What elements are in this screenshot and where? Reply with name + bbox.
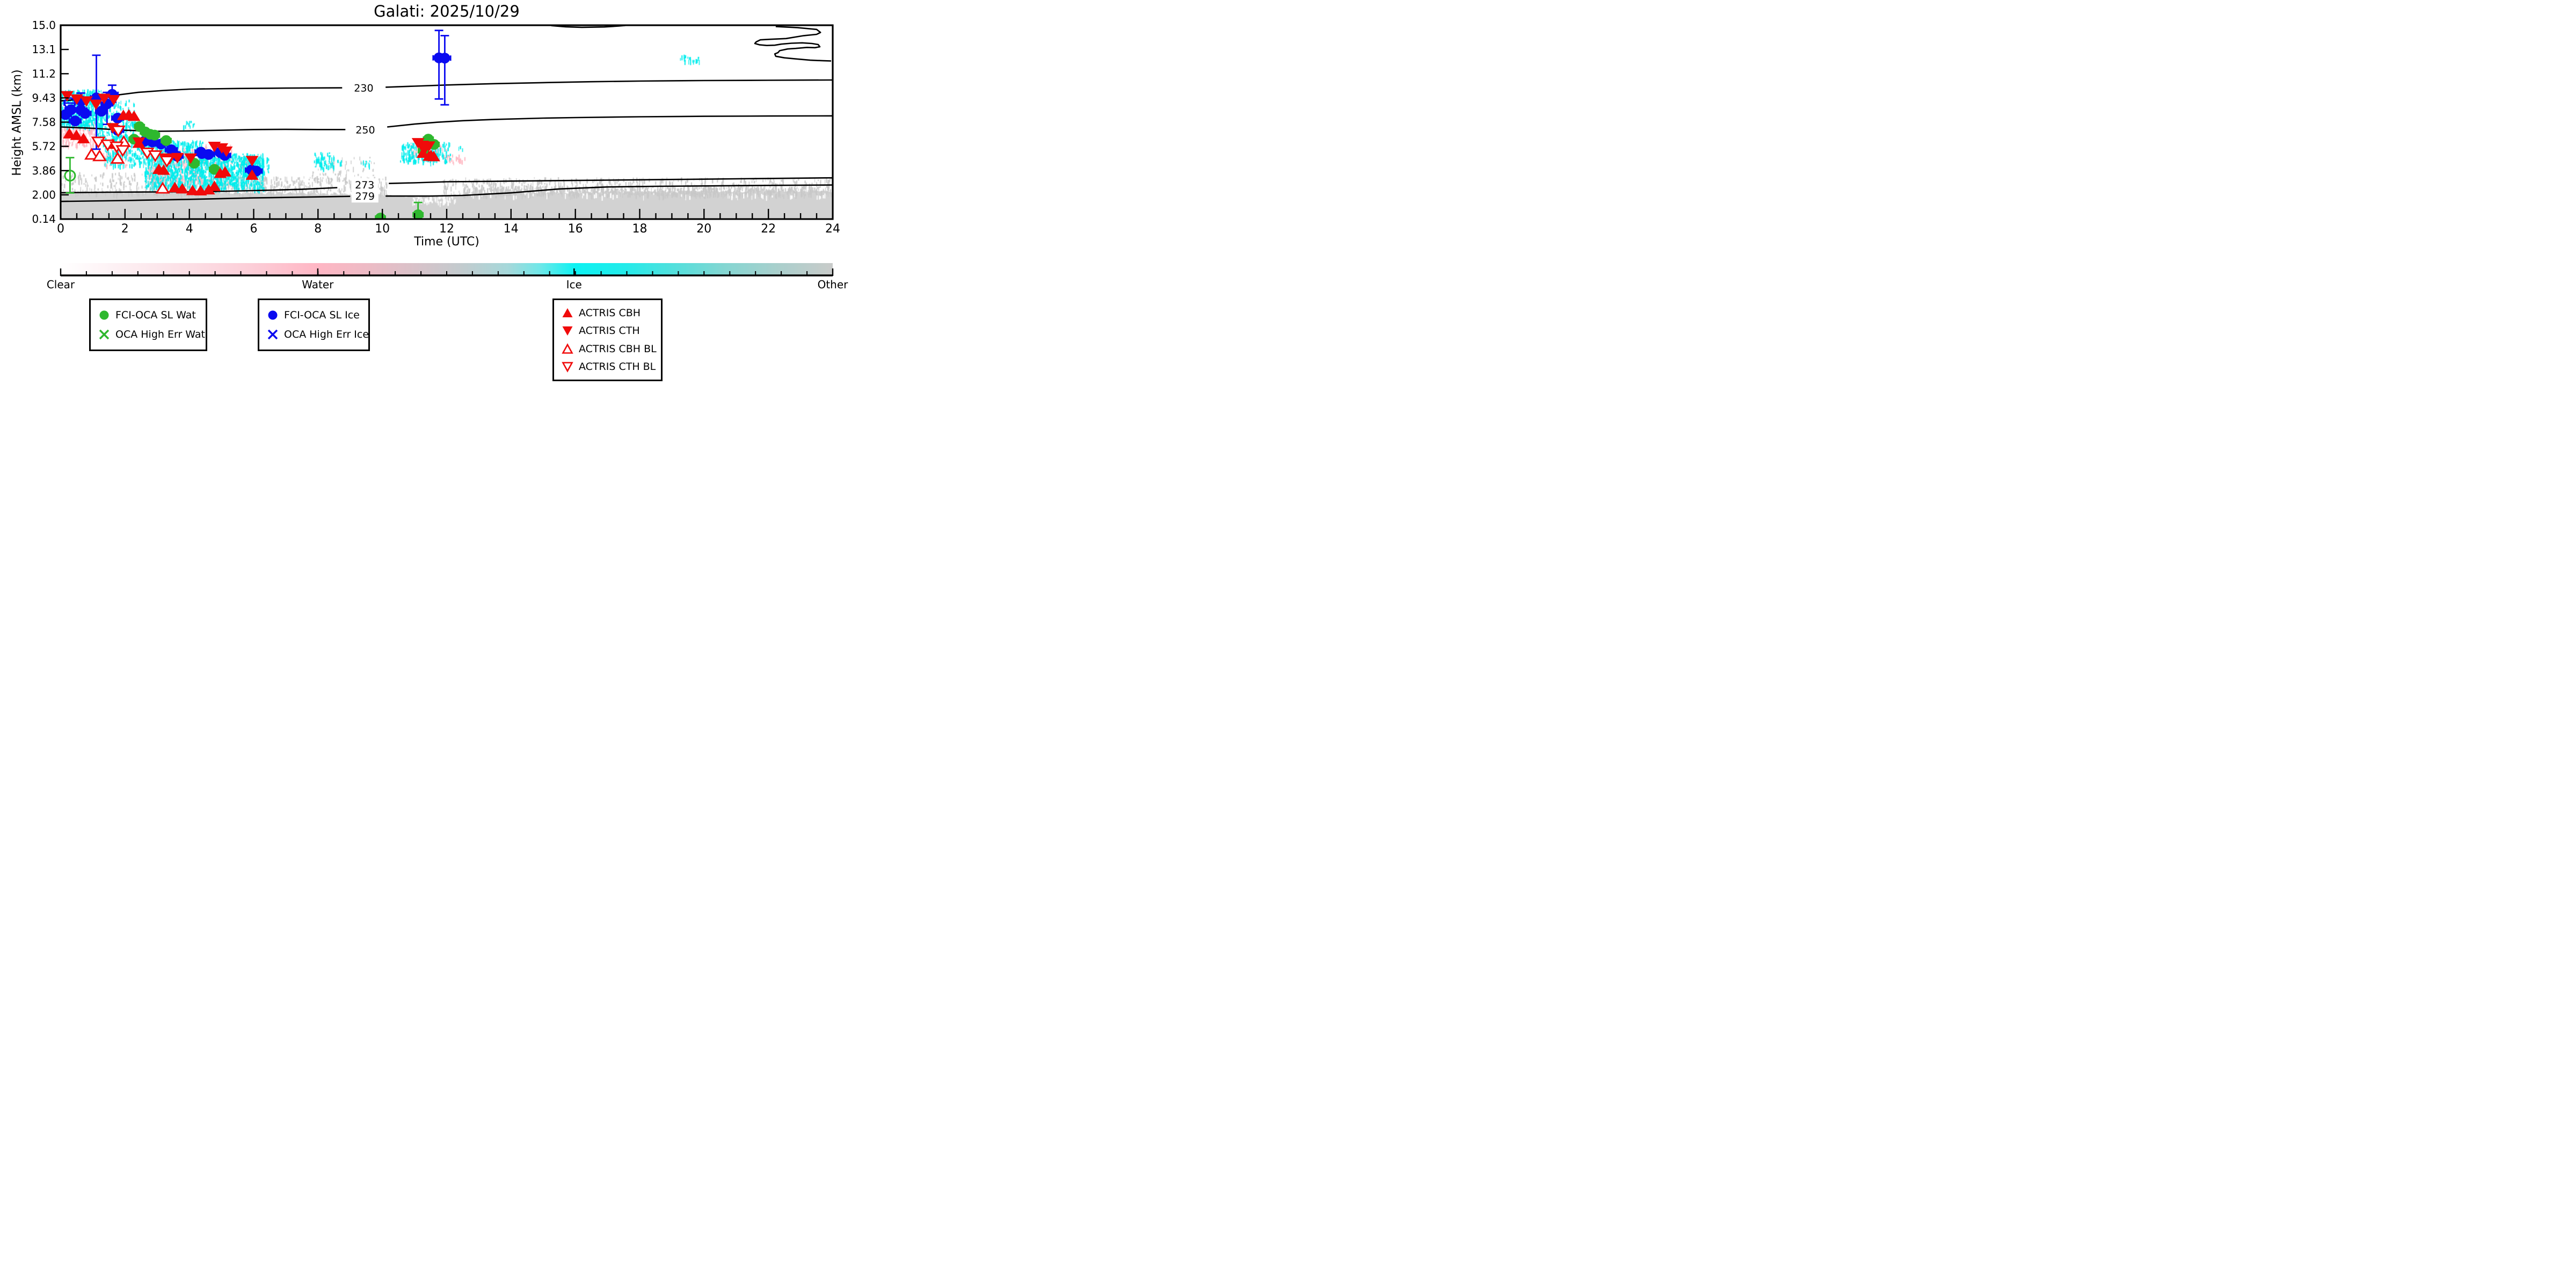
legend-label: ACTRIS CBH	[579, 307, 641, 319]
contour-label-box	[352, 123, 379, 136]
legend-label: OCA High Err Ice	[284, 329, 369, 341]
contour-label-box	[350, 81, 377, 94]
legend-item: FCI-OCA SL Wat	[97, 308, 202, 322]
contour-label: 250	[355, 124, 375, 136]
series-oca-sl-wat-high-error	[64, 157, 76, 194]
y-tick-label: 2.00	[32, 188, 56, 201]
contour-label: 230	[354, 83, 373, 94]
series-oca-sl-ice-high-error	[63, 97, 76, 109]
x-tick-label: 24	[825, 222, 840, 236]
colorbar-label-ice: Ice	[566, 278, 582, 291]
legend-label: ACTRIS CTH	[579, 325, 640, 337]
y-tick-label: 7.58	[32, 116, 56, 129]
x-tick-label: 2	[121, 222, 129, 236]
x-tick-label: 12	[439, 222, 454, 236]
legend-item: ACTRIS CTH	[561, 324, 658, 338]
colorbar-axis	[60, 268, 834, 276]
legend-item: ACTRIS CBH	[561, 306, 658, 320]
legend-label: FCI-OCA SL Ice	[284, 309, 360, 321]
contour-label-box	[351, 178, 379, 192]
x-tick-label: 4	[186, 222, 193, 236]
water-circle-icon	[99, 310, 109, 320]
y-tick-label: 15.0	[32, 19, 56, 32]
legend-item: ACTRIS CBH BL	[561, 342, 658, 356]
x-tick-label: 20	[696, 222, 711, 236]
series-fci-oca-sl-wat	[128, 121, 440, 219]
actris-cth-bl-triangle-icon	[562, 361, 573, 373]
x-tick-label: 8	[314, 222, 322, 236]
series-actris-cbh	[63, 109, 440, 196]
colorbar-label-other: Other	[817, 278, 848, 291]
x-tick-label: 10	[375, 222, 390, 236]
ice-x-icon	[267, 330, 278, 340]
y-tick-label: 13.1	[32, 43, 56, 56]
legend-box-water: FCI-OCA SL Wat OCA High Err Wat	[89, 299, 207, 351]
y-tick-label: 0.14	[32, 213, 56, 225]
legend-item: OCA High Err Wat	[97, 328, 205, 341]
y-tick-label: 11.2	[32, 67, 56, 80]
x-tick-label: 6	[250, 222, 258, 236]
legend-label: OCA High Err Wat	[115, 329, 205, 341]
series-actris-cth	[61, 91, 435, 166]
ice-circle-icon	[268, 310, 278, 320]
y-tick-label: 5.72	[32, 140, 56, 153]
contour-label-box	[351, 190, 379, 203]
legend-label: ACTRIS CBH BL	[579, 343, 657, 355]
x-tick-label: 16	[568, 222, 583, 236]
actris-cbh-bl-triangle-icon	[562, 343, 573, 354]
classification-background-canvas	[0, 0, 858, 430]
x-axis-label: Time (UTC)	[414, 235, 479, 249]
x-tick-label: 0	[57, 222, 64, 236]
colorbar-label-water: Water	[302, 278, 334, 291]
legend-label: FCI-OCA SL Wat	[115, 309, 196, 321]
legend-item: FCI-OCA SL Ice	[266, 308, 365, 322]
y-tick-label: 9.43	[32, 91, 56, 104]
legend-box-actris: ACTRIS CBH ACTRIS CTH ACTRIS CBH BL ACTR…	[552, 299, 663, 381]
colorbar-label-clear: Clear	[46, 278, 75, 291]
contour-label: 273	[355, 179, 374, 191]
y-tick-label: 3.86	[32, 164, 56, 177]
legend-label: ACTRIS CTH BL	[579, 360, 656, 373]
x-tick-label: 14	[504, 222, 519, 236]
x-tick-label: 18	[632, 222, 647, 236]
y-axis-label: Height AMSL (km)	[10, 69, 24, 176]
actris-cth-triangle-icon	[562, 326, 573, 336]
actris-cbh-triangle-icon	[562, 308, 573, 318]
legend-box-ice: FCI-OCA SL Ice OCA High Err Ice	[258, 299, 370, 351]
contour-label: 279	[355, 191, 375, 202]
water-x-icon	[99, 330, 110, 340]
plot-frame	[60, 24, 834, 220]
classification-colorbar	[61, 263, 833, 275]
x-tick-label: 22	[761, 222, 776, 236]
legend-item: OCA High Err Ice	[266, 328, 369, 341]
cloud-height-time-figure: Galati: 2025/10/29 230250273279024681012…	[0, 0, 858, 430]
series-actris-cth-bl	[91, 125, 174, 168]
legend-item: ACTRIS CTH BL	[561, 360, 658, 374]
